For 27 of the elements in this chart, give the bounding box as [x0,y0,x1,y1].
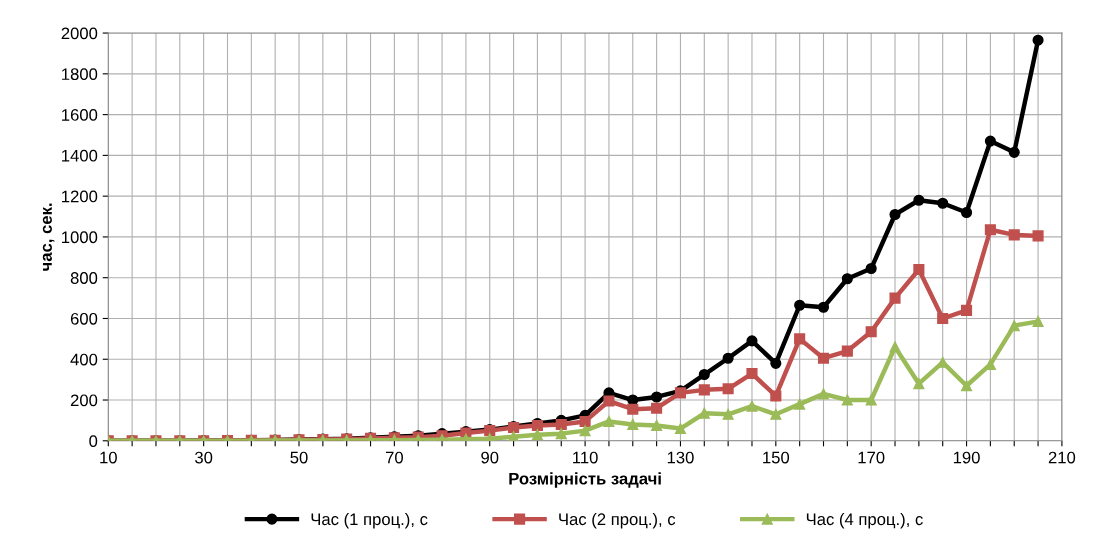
y-tick-label: 1600 [62,109,98,121]
x-tick-label: 210 [1048,451,1076,464]
legend-label: Час (2 проц.), с [559,512,676,529]
legend-label: Час (1 проц.), с [311,512,428,529]
y-tick-label: 0 [89,435,98,447]
x-tick-label: 70 [385,451,403,464]
y-tick-label: 2000 [61,27,98,40]
y-tick-label: 1200 [62,190,98,203]
x-tick-label: 10 [100,451,117,464]
x-tick-label: 110 [573,451,598,464]
y-tick-label: 800 [70,272,98,284]
y-tick-label: 600 [70,312,98,325]
y-tick-label: 200 [70,394,98,407]
y-tick-label: 1800 [62,68,98,81]
x-tick-label: 190 [953,451,980,464]
legend-label: Час (4 проц.), с [806,512,923,529]
y-tick-label: 1400 [62,149,98,162]
y-tick-label: 400 [70,353,98,366]
y-tick-label: 1000 [62,231,98,244]
x-tick-label: 50 [290,451,308,464]
x-tick-label: 90 [481,451,499,464]
x-tick-label: 30 [195,451,213,464]
x-tick-label: 150 [763,451,790,464]
x-tick-label: 170 [858,451,885,464]
x-axis-title: Розмірність задачі [509,472,661,488]
x-tick-label: 130 [667,451,694,464]
y-axis-title: час, сек. [42,203,55,271]
